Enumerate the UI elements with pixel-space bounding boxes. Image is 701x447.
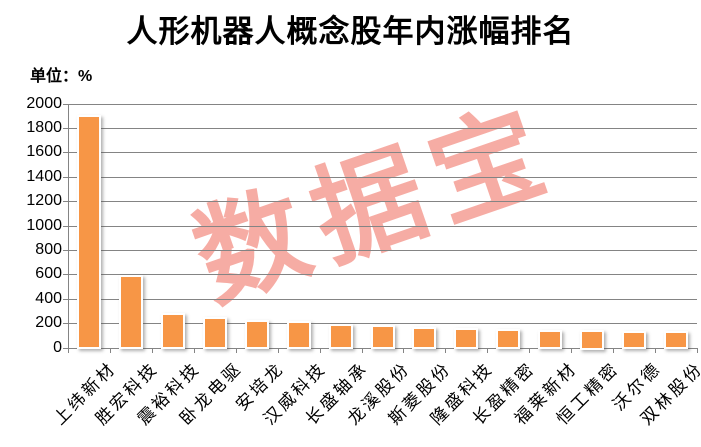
x-axis-tick xyxy=(277,347,279,353)
x-axis-tick xyxy=(445,347,447,353)
y-tick-label: 400 xyxy=(35,289,62,307)
bar xyxy=(664,331,689,350)
gridline xyxy=(68,274,697,276)
x-axis-tick xyxy=(109,347,111,353)
y-tick-label: 600 xyxy=(35,265,62,283)
gridline xyxy=(68,152,697,154)
bar xyxy=(538,329,563,350)
x-axis-tick xyxy=(319,347,321,353)
y-tick-label: 1400 xyxy=(26,167,62,185)
y-axis-tick xyxy=(63,225,68,227)
y-axis-line xyxy=(68,103,69,348)
bar xyxy=(328,323,353,350)
bar xyxy=(202,316,227,350)
x-axis-tick xyxy=(613,347,615,353)
y-tick-label: 1200 xyxy=(26,192,62,210)
y-axis-tick xyxy=(63,152,68,154)
gridline xyxy=(68,323,697,325)
x-axis-tick xyxy=(655,347,657,353)
y-axis-tick xyxy=(63,323,68,325)
x-axis-tick xyxy=(571,347,573,353)
y-tick-label: 1000 xyxy=(26,216,62,234)
y-axis-tick xyxy=(63,103,68,105)
y-tick-label: 0 xyxy=(53,338,62,356)
bar xyxy=(160,313,185,350)
gridline xyxy=(68,103,697,105)
x-axis-tick xyxy=(403,347,405,353)
y-tick-label: 800 xyxy=(35,240,62,258)
gridline xyxy=(68,127,697,129)
x-axis-tick xyxy=(487,347,489,353)
y-tick-label: 1800 xyxy=(26,118,62,136)
y-axis-tick xyxy=(63,298,68,300)
x-axis-tick xyxy=(697,347,698,353)
bar xyxy=(370,325,395,350)
bar xyxy=(496,328,521,350)
bar xyxy=(580,330,605,350)
gridline xyxy=(68,249,697,251)
gridline xyxy=(68,225,697,227)
y-tick-label: 2000 xyxy=(26,94,62,112)
bar xyxy=(244,320,269,350)
bar xyxy=(622,330,647,350)
x-axis-tick xyxy=(68,347,69,353)
y-axis-tick xyxy=(63,127,68,129)
y-axis-tick xyxy=(63,201,68,203)
unit-label: 单位：% xyxy=(30,68,93,85)
chart-title: 人形机器人概念股年内涨幅排名 xyxy=(126,14,575,49)
bar xyxy=(118,275,143,350)
bar xyxy=(412,326,437,350)
bar xyxy=(76,114,101,350)
y-tick-label: 200 xyxy=(35,314,62,332)
x-axis-tick xyxy=(529,347,531,353)
gridline xyxy=(68,201,697,203)
y-axis-tick xyxy=(63,347,68,349)
y-axis-tick xyxy=(63,249,68,251)
bar xyxy=(454,327,479,350)
x-axis-tick xyxy=(193,347,195,353)
x-axis-tick xyxy=(361,347,363,353)
x-axis-tick xyxy=(235,347,237,353)
gridline xyxy=(68,176,697,178)
bar xyxy=(286,321,311,350)
y-axis-tick xyxy=(63,274,68,276)
y-axis-tick xyxy=(63,176,68,178)
gridline xyxy=(68,298,697,300)
y-tick-label: 1600 xyxy=(26,143,62,161)
x-axis-tick xyxy=(151,347,153,353)
